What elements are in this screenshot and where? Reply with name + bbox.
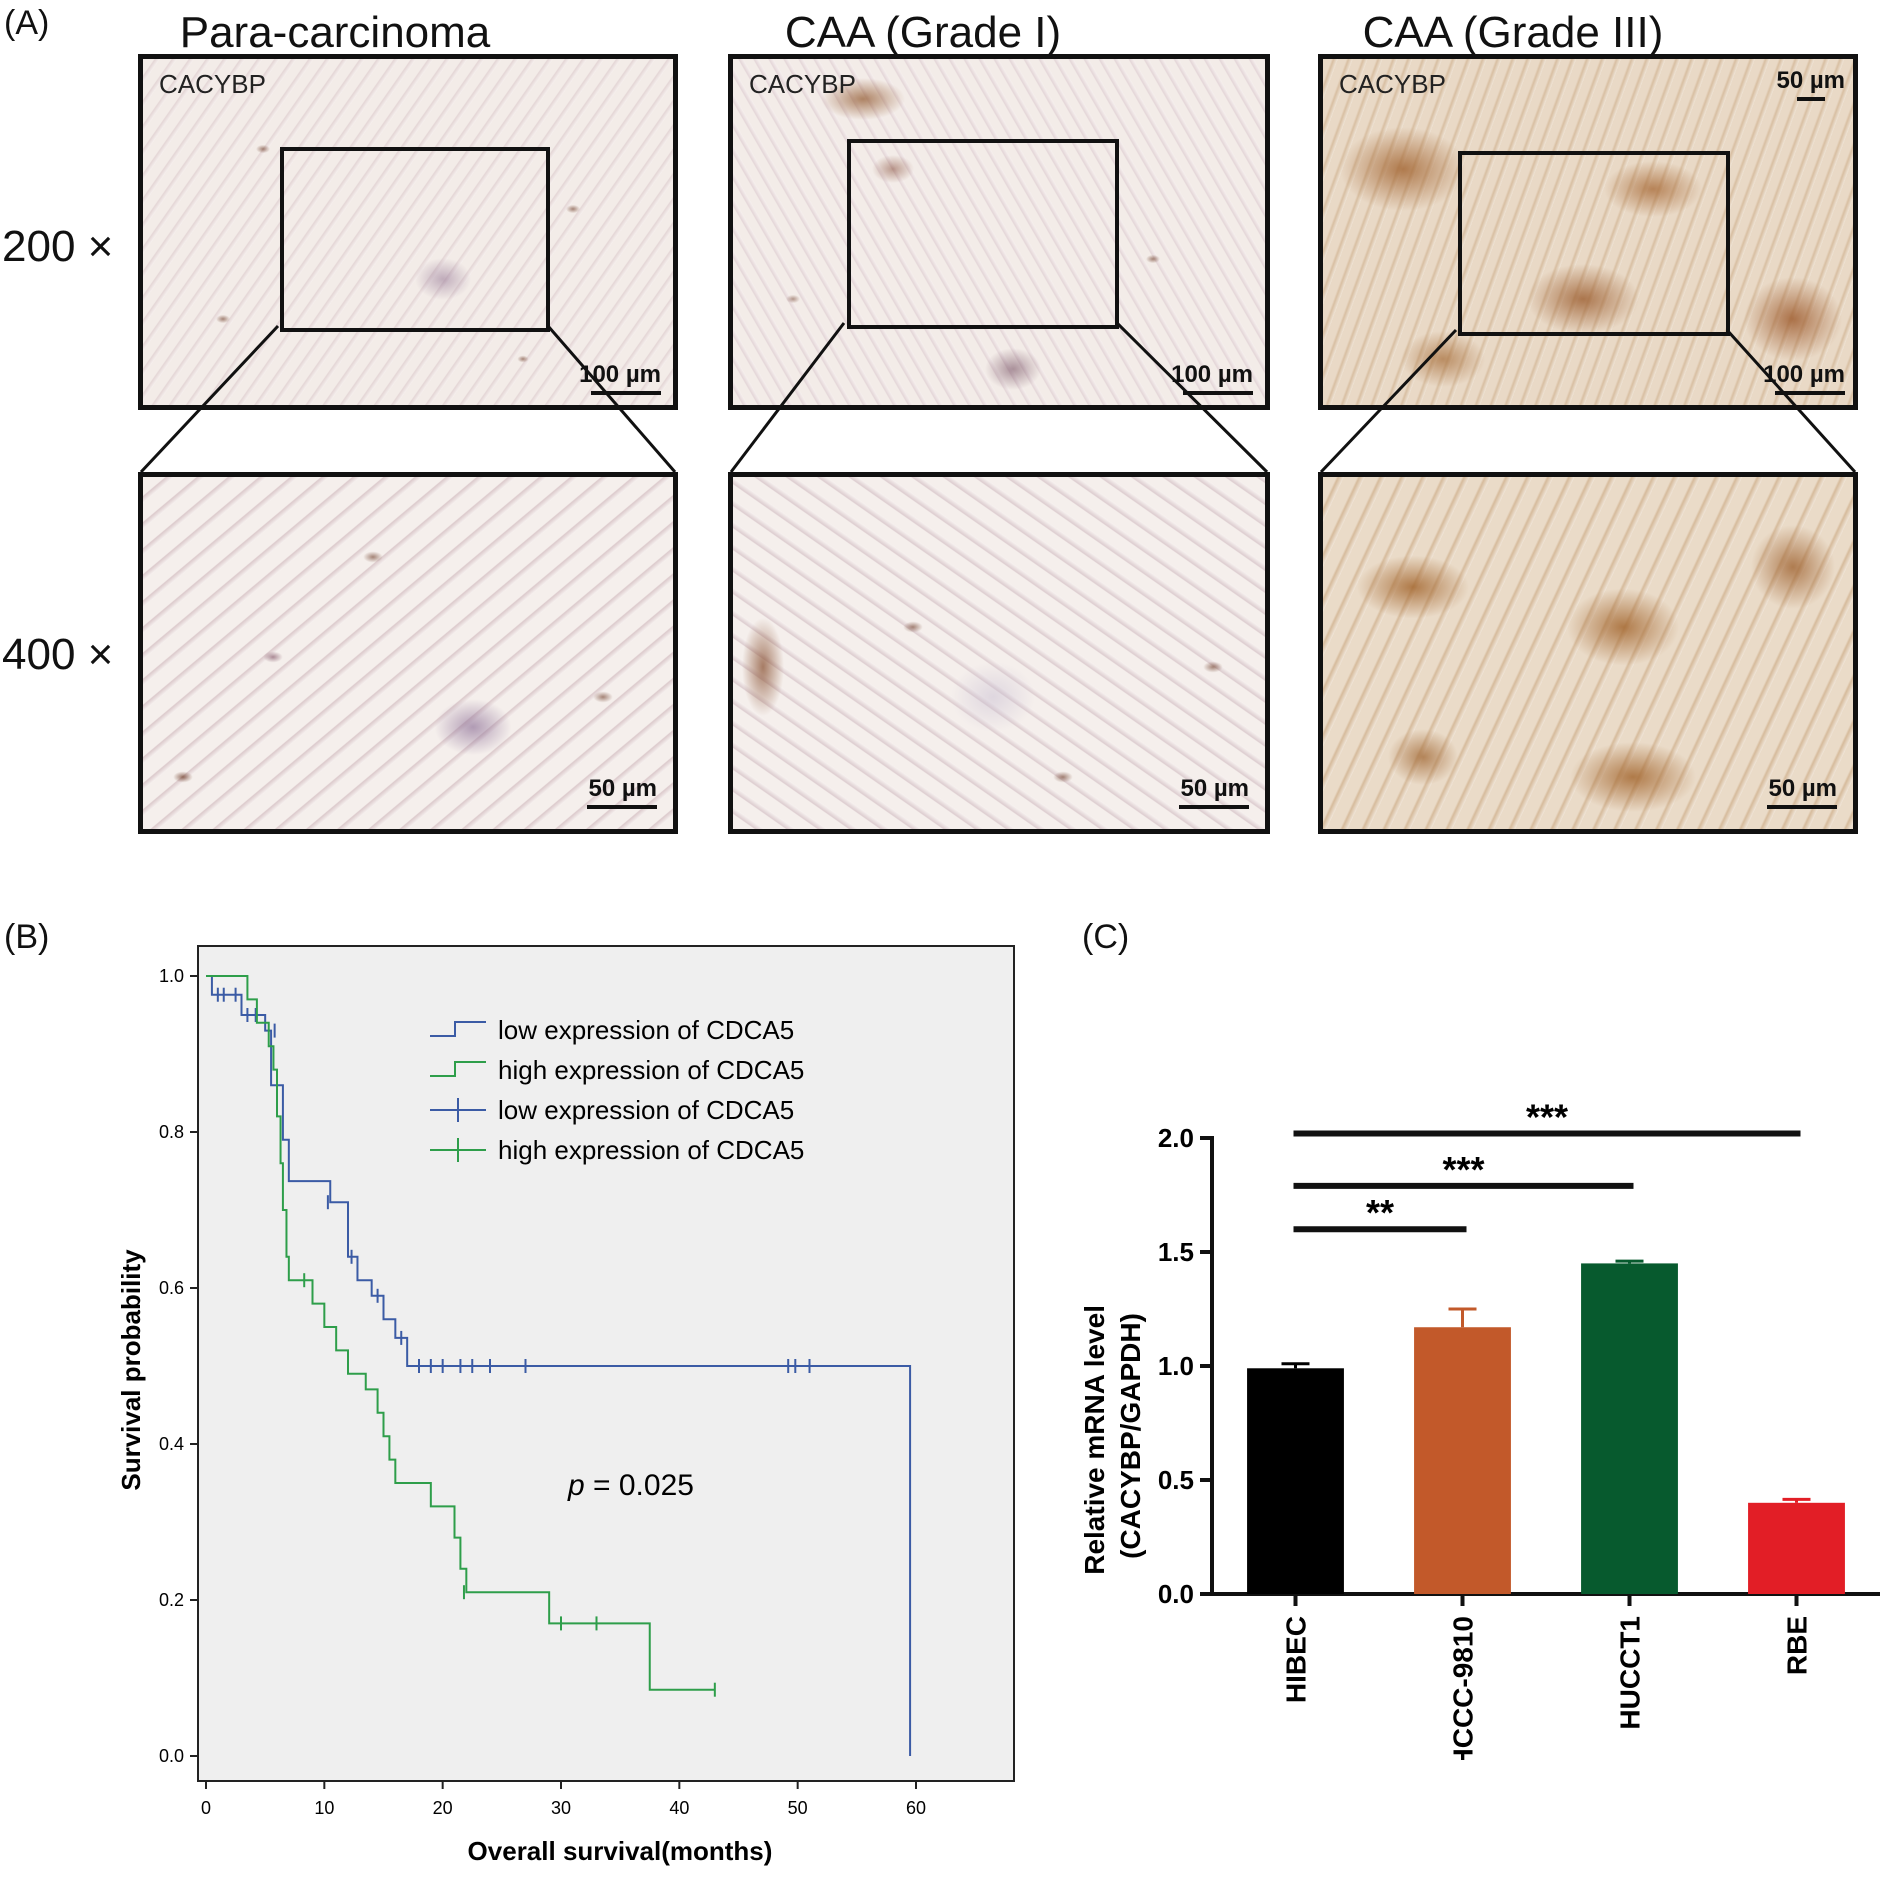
scale-bar-label: 50 µm — [1768, 775, 1837, 802]
significance-label: *** — [1442, 1149, 1484, 1190]
scale-bar-label: 100 µm — [1171, 361, 1253, 388]
low-expression-curve — [206, 975, 912, 1756]
micrograph-caa-grade-1-400x: 50 µm — [728, 472, 1270, 834]
high-expression-curve — [206, 975, 715, 1691]
panel-a-label: (A) — [4, 4, 50, 42]
marker-label: CACYBP — [1339, 69, 1446, 99]
x-axis-label: Overall survival(months) — [468, 1836, 773, 1866]
y-tick-label: 0.0 — [159, 1746, 184, 1766]
y-axis-label-line-2: (CACYBP/GAPDH) — [1115, 1313, 1146, 1559]
scale-bar-100um: 100 µm — [571, 361, 661, 395]
magnification-400x: 400 × — [2, 630, 114, 679]
scale-bar-100um: 100 µm — [1143, 361, 1253, 395]
y-tick-label: 1.0 — [1158, 1351, 1194, 1381]
micrograph-para-carcinoma-200x: CACYBP 100 µm — [138, 54, 678, 410]
x-tick-label: 40 — [669, 1798, 689, 1818]
y-tick-label: 0.5 — [1158, 1465, 1194, 1495]
panel-c-label: (C) — [1082, 918, 1130, 956]
bar — [1748, 1502, 1845, 1594]
x-tick-label: HUCCT1 — [1615, 1616, 1646, 1730]
legend-label: high expression of CDCA5 — [498, 1055, 804, 1085]
legend-step-swatch — [430, 1021, 486, 1037]
x-tick-label: HCCC-9810 — [1448, 1616, 1479, 1760]
plot-background — [197, 945, 1015, 1782]
scale-bar-50um: 50 µm — [1149, 775, 1249, 809]
y-tick-label: 0.8 — [159, 1122, 184, 1142]
column-title-caa-grade-3: CAA (Grade III) — [1362, 8, 1664, 57]
column-title-caa-grade-1: CAA (Grade I) — [784, 8, 1062, 57]
micrograph-caa-grade-1-200x: CACYBP 100 µm — [728, 54, 1270, 410]
x-tick-label: RBE — [1782, 1616, 1813, 1675]
legend-label: high expression of CDCA5 — [498, 1135, 804, 1165]
y-tick-label: 0.2 — [159, 1590, 184, 1610]
legend-step-swatch — [430, 1061, 486, 1077]
zoom-region-box — [1458, 151, 1730, 336]
scale-bar-label: 50 µm — [588, 775, 657, 802]
zoom-region-box — [847, 139, 1119, 329]
x-tick-label: 20 — [433, 1798, 453, 1818]
marker-label: CACYBP — [159, 69, 266, 99]
y-tick-label: 2.0 — [1158, 1123, 1194, 1153]
legend-label: low expression of CDCA5 — [498, 1095, 794, 1125]
x-tick-label: 10 — [314, 1798, 334, 1818]
y-tick-label: 0.6 — [159, 1278, 184, 1298]
y-tick-label: 1.0 — [159, 966, 184, 986]
y-tick-label: 0.4 — [159, 1434, 184, 1454]
micrograph-caa-grade-3-200x: CACYBP 50 µm 100 µm — [1318, 54, 1858, 410]
scale-bar-label: 50 µm — [1776, 67, 1845, 94]
marker-label: CACYBP — [749, 69, 856, 99]
scale-bar-50um: 50 µm — [1737, 775, 1837, 809]
zoom-connectors — [139, 321, 1857, 474]
column-title-para-carcinoma: Para-carcinoma — [179, 8, 491, 57]
scale-bar-50um: 50 µm — [567, 775, 657, 809]
magnification-200x: 200 × — [2, 222, 114, 271]
scale-bar-label: 100 µm — [579, 361, 661, 388]
p-value-annotation: p = 0.025 — [567, 1469, 694, 1502]
x-tick-label: 30 — [551, 1798, 571, 1818]
zoom-region-box — [280, 147, 550, 332]
scale-bar-50um: 50 µm — [1745, 67, 1845, 101]
micrograph-para-carcinoma-400x: 50 µm — [138, 472, 678, 834]
bar — [1414, 1327, 1511, 1594]
y-axis-label: Survival probability — [116, 1249, 146, 1491]
micrograph-caa-grade-3-400x: 50 µm — [1318, 472, 1858, 834]
y-axis-label: Relative mRNA level (CACYBP/GAPDH) — [1079, 1297, 1146, 1575]
x-tick-label: 60 — [906, 1798, 926, 1818]
y-tick-label: 0.0 — [1158, 1579, 1194, 1609]
legend-label: low expression of CDCA5 — [498, 1015, 794, 1045]
significance-label: ** — [1366, 1192, 1394, 1233]
survival-chart: 0.0 0.2 0.4 0.6 0.8 1.0 0 10 20 30 40 50 60 low expr… — [116, 945, 1015, 1866]
x-tick-label: HIBEC — [1281, 1616, 1312, 1703]
x-tick-label: 0 — [201, 1798, 211, 1818]
panel-b-label: (B) — [4, 918, 50, 956]
scale-bar-label: 50 µm — [1180, 775, 1249, 802]
x-tick-label: 50 — [788, 1798, 808, 1818]
mrna-bar-chart: 0.00.51.01.52.0 HIBEC HCCC-9810 HUCCT1 RBE … — [1079, 1100, 1880, 1760]
bar — [1247, 1368, 1344, 1594]
significance-label: *** — [1526, 1100, 1568, 1137]
y-tick-label: 1.5 — [1158, 1237, 1194, 1267]
y-axis-label-line-1: Relative mRNA level — [1079, 1305, 1110, 1575]
bar — [1581, 1263, 1678, 1594]
